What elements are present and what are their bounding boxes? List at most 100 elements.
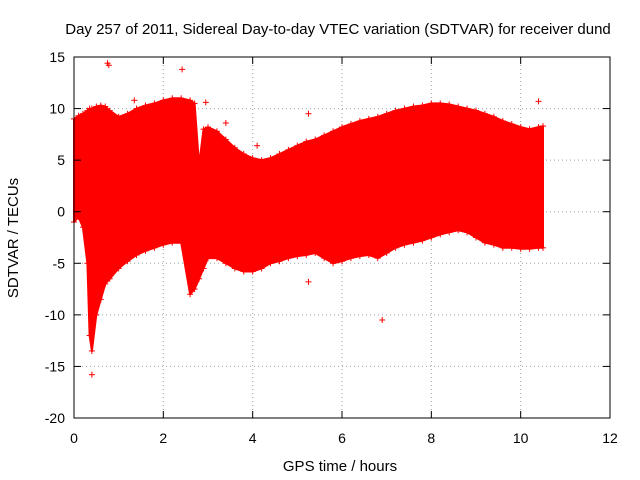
data-point [464, 229, 471, 236]
y-axis-label: SDTVAR / TECUs [5, 178, 22, 298]
data-point [142, 102, 149, 109]
data-point [93, 311, 100, 318]
data-point [124, 110, 131, 117]
data-point [258, 265, 265, 272]
data-point [205, 255, 211, 262]
data-point [97, 296, 104, 303]
data-point [356, 117, 363, 124]
data-point [401, 241, 408, 248]
data-point [410, 239, 417, 246]
y-tick-label: -10 [45, 307, 65, 323]
data-point [249, 268, 256, 275]
x-tick-label: 4 [249, 430, 257, 446]
data-point [508, 244, 515, 251]
data-point [374, 113, 381, 120]
outlier-point [305, 110, 312, 117]
data-point [115, 265, 122, 272]
data-point [419, 237, 426, 244]
data-point [160, 97, 167, 104]
data-point [481, 110, 488, 117]
x-tick-label: 12 [602, 430, 618, 446]
data-point [222, 136, 229, 143]
data-point [374, 255, 381, 262]
data-point [75, 112, 82, 119]
data-point [312, 136, 319, 143]
outlier-point [88, 371, 95, 378]
data-point [187, 291, 194, 298]
data-point [115, 113, 122, 120]
data-point [446, 101, 453, 108]
data-point [178, 239, 185, 246]
data-point [473, 107, 479, 114]
data-point [205, 124, 211, 131]
data-point [535, 124, 542, 131]
y-tick-label: -5 [53, 255, 66, 271]
data-point [499, 244, 506, 251]
data-point [169, 239, 176, 246]
data-point [392, 107, 399, 114]
data-point [446, 229, 453, 236]
data-point [517, 245, 524, 252]
y-tick-label: 0 [57, 204, 65, 220]
y-tick-label: -20 [45, 410, 65, 426]
data-point [464, 105, 471, 112]
data-point [321, 255, 328, 262]
data-point [517, 124, 524, 131]
data-point [191, 100, 198, 107]
data-point [191, 286, 198, 293]
y-tick-label: 15 [49, 49, 65, 65]
tick-labels: 0 2 4 6 8 10 12 -20 -15 -10 -5 0 5 10 15 [45, 49, 618, 446]
data-point [490, 113, 497, 120]
data-point [330, 128, 337, 135]
outlier-point [179, 66, 186, 73]
y-tick-label: -15 [45, 358, 65, 374]
data-point [88, 347, 95, 354]
ticks [73, 56, 611, 419]
data-layer [71, 60, 546, 378]
data-point [428, 100, 435, 107]
data-point [102, 103, 109, 110]
data-point [365, 252, 372, 259]
data-point [200, 265, 207, 272]
data-point [499, 117, 506, 124]
data-point [285, 146, 292, 153]
data-point [133, 252, 140, 259]
outlier-point [379, 317, 386, 324]
data-point [321, 132, 328, 139]
data-point [79, 224, 86, 231]
data-point [410, 103, 417, 110]
data-point [97, 102, 104, 109]
y-tick-label: 5 [57, 152, 65, 168]
data-point [481, 239, 488, 246]
data-point [231, 265, 238, 272]
data-point [508, 121, 515, 128]
data-point [401, 105, 408, 112]
data-point [276, 258, 283, 265]
data-point [428, 234, 435, 241]
data-point [267, 155, 274, 162]
outlier-point [305, 278, 312, 285]
data-point [312, 249, 319, 256]
data-point [240, 150, 247, 157]
data-point [200, 126, 207, 133]
data-point [383, 110, 390, 117]
data-point [93, 103, 100, 110]
outlier-point [254, 142, 261, 149]
data-point [79, 110, 86, 117]
data-point [347, 255, 354, 262]
y-tick-label: 10 [49, 101, 65, 117]
data-point [169, 95, 176, 102]
data-point [151, 244, 158, 251]
data-point [160, 241, 167, 248]
data-point [196, 162, 203, 169]
data-point [196, 275, 203, 282]
data-point [294, 142, 301, 149]
data-point [106, 275, 113, 282]
data-point [473, 234, 479, 241]
data-point [267, 260, 274, 267]
data-point [151, 100, 158, 107]
data-point [102, 280, 109, 287]
data-point [133, 105, 140, 112]
data-point [213, 128, 220, 135]
